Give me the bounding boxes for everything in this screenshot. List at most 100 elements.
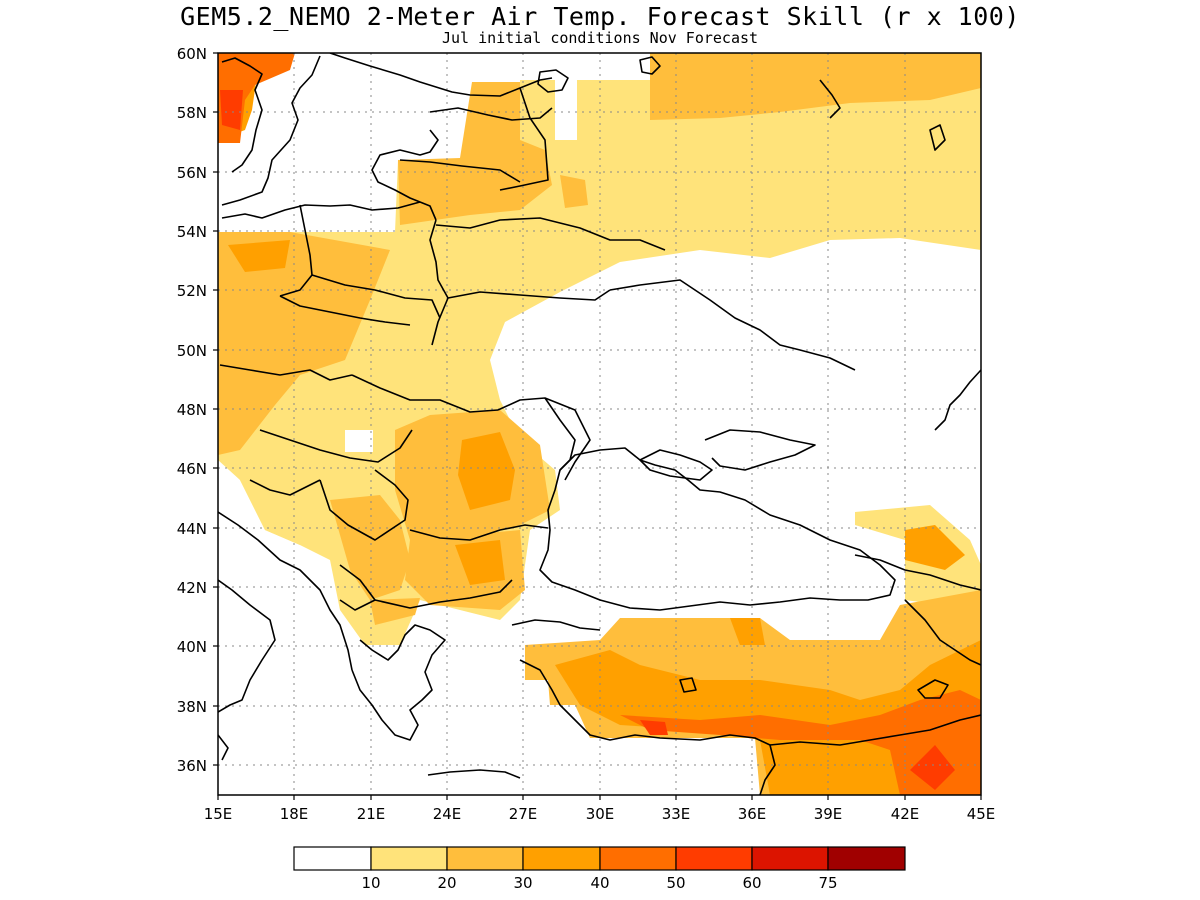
border-caucasus [854, 554, 981, 591]
skill-region-east-turkey [905, 525, 965, 570]
skill-region-latvia [560, 175, 588, 208]
skill-region-baltic [398, 82, 552, 225]
skill-region-germany-core [228, 240, 290, 272]
lon-label: 39E [814, 805, 843, 823]
colorbar-swatch [446, 846, 524, 871]
lat-label: 56N [177, 164, 207, 182]
border-ukraine-russia [609, 279, 856, 371]
lake-rybinsk [929, 124, 946, 151]
lat-label: 50N [177, 342, 207, 360]
colorbar-label: 30 [513, 874, 532, 892]
coastlines-borders [218, 53, 981, 795]
lon-label: 42E [891, 805, 920, 823]
lat-label: 48N [177, 401, 207, 419]
lon-label: 36E [738, 805, 767, 823]
coast-caspian [934, 369, 981, 431]
coast-black-sea [539, 447, 896, 611]
lon-labels: 15E 18E 21E 24E 27E 30E 33E 36E 39E 42E … [204, 805, 996, 823]
colorbar-label: 20 [437, 874, 456, 892]
border-slovakia-hungary [351, 374, 499, 413]
coast-crete [427, 769, 521, 779]
skill-region-serbia [330, 495, 410, 600]
skill-region-hotspot-coast [640, 720, 668, 735]
coast-gulf-finland [429, 107, 553, 121]
coast-estonia [371, 129, 439, 221]
skill-region-north-bar [650, 53, 981, 120]
axis-ticks [213, 52, 982, 800]
lon-label: 21E [357, 805, 386, 823]
border-bulgaria-greece [374, 579, 513, 609]
colorbar-label: 60 [742, 874, 761, 892]
lat-label: 54N [177, 223, 207, 241]
coast-baltic-south [221, 201, 421, 219]
lon-label: 18E [280, 805, 309, 823]
lake-van [917, 679, 949, 699]
lat-label: 40N [177, 638, 207, 656]
border-poland-south [311, 274, 441, 319]
coast-sicily [218, 734, 229, 761]
lon-label: 24E [433, 805, 462, 823]
coast-crimea [639, 449, 713, 481]
colorbar-label: 50 [666, 874, 685, 892]
lat-label: 36N [177, 757, 207, 775]
lat-label: 52N [177, 282, 207, 300]
border-romania-bulgaria [409, 524, 549, 541]
colorbar-swatch [751, 846, 829, 871]
colorbar-swatch [599, 846, 677, 871]
colorbar-swatch [675, 846, 753, 871]
skill-region-central-europe [218, 232, 390, 455]
coast-marmara [511, 619, 601, 631]
skill-field [218, 53, 981, 795]
lake-tuz [679, 677, 697, 693]
border-moldova [544, 397, 576, 471]
border-romania-ukraine [497, 397, 591, 481]
skill-region-turkey-coast [730, 618, 765, 645]
lon-label: 27E [509, 805, 538, 823]
lon-label: 33E [662, 805, 691, 823]
lon-label: 45E [967, 805, 996, 823]
lat-label: 38N [177, 698, 207, 716]
border-bosnia [249, 479, 321, 496]
map-title: GEM5.2_NEMO 2-Meter Air Temp. Forecast S… [180, 2, 1020, 31]
coast-sweden [221, 55, 321, 206]
border-serbia [319, 469, 409, 541]
colorbar-swatch [827, 846, 906, 871]
colorbar-swatch [370, 846, 448, 871]
skill-region-greece-n [370, 598, 420, 625]
colorbar-label: 10 [361, 874, 380, 892]
border-turkey-syria [769, 714, 981, 746]
border-russia-west [499, 87, 549, 191]
lat-label: 46N [177, 460, 207, 478]
gridlines [218, 53, 981, 795]
coast-greece [351, 624, 446, 741]
colorbar-swatch [293, 846, 372, 871]
lat-label: 60N [177, 45, 207, 63]
colorbar: 10 20 30 40 50 60 75 [293, 846, 906, 892]
lat-label: 58N [177, 104, 207, 122]
border-hungary-south [259, 429, 413, 463]
skill-region-turkey-southeast [620, 690, 981, 795]
border-austria [219, 364, 353, 381]
border-turkey-east [904, 599, 981, 666]
coast-norway [221, 57, 263, 173]
map-subtitle: Jul initial conditions Nov Forecast [441, 29, 759, 47]
lon-label: 15E [204, 805, 233, 823]
lon-label: 30E [586, 805, 615, 823]
skill-region-west-balkans [240, 470, 320, 545]
coast-finland [329, 53, 553, 97]
lat-label: 44N [177, 520, 207, 538]
skill-region-hotspot-east [910, 745, 955, 790]
border-macedonia [339, 564, 376, 611]
colorbar-label: 40 [590, 874, 609, 892]
border-belarus [435, 217, 666, 251]
border-germany-poland [279, 204, 313, 297]
coast-italy [218, 579, 276, 713]
colorbar-label: 75 [818, 874, 837, 892]
border-ukraine-belarus [447, 289, 611, 301]
coast-azov [704, 429, 816, 471]
skill-region-romania-core [458, 432, 515, 510]
lat-label: 42N [177, 579, 207, 597]
lake-onega [639, 56, 661, 75]
colorbar-swatch [522, 846, 601, 871]
coast-adriatic [218, 511, 353, 671]
